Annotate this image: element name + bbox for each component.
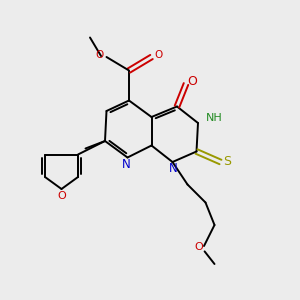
Text: S: S [223, 155, 231, 168]
Text: NH: NH [206, 113, 223, 124]
Text: O: O [57, 190, 66, 201]
Text: O: O [154, 50, 162, 60]
Text: O: O [188, 75, 197, 88]
Text: O: O [194, 242, 203, 253]
Text: N: N [122, 158, 130, 171]
Text: O: O [96, 50, 104, 61]
Text: N: N [169, 162, 178, 175]
